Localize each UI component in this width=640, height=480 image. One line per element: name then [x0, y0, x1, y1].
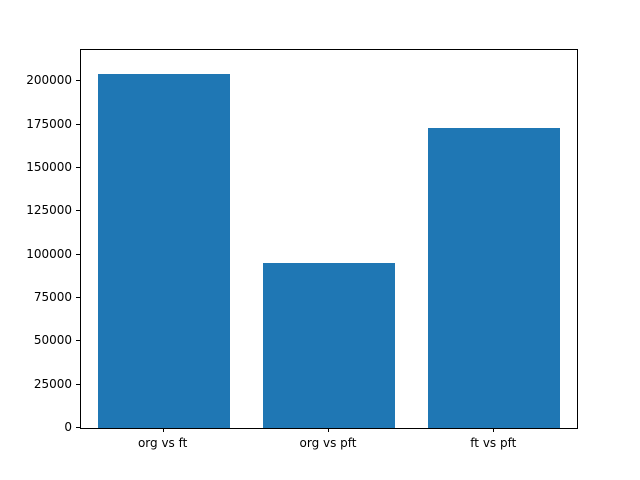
- x-tick-label: org vs pft: [299, 436, 357, 450]
- bar-org-vs-pft: [262, 263, 396, 428]
- x-tick-mark: [162, 428, 164, 432]
- x-tick-label: org vs ft: [137, 436, 188, 450]
- y-tick-label: 175000: [26, 116, 72, 131]
- y-tick-mark: [76, 427, 80, 428]
- y-tick-mark: [76, 383, 80, 385]
- y-tick-label: 25000: [33, 376, 72, 391]
- y-tick-mark: [76, 210, 80, 212]
- y-tick-label: 75000: [33, 289, 72, 304]
- y-tick-label: 50000: [33, 333, 72, 348]
- y-tick-label: 125000: [26, 203, 72, 218]
- x-tick-mark: [328, 428, 329, 432]
- y-tick-mark: [76, 296, 80, 298]
- y-tick-label: 100000: [26, 246, 72, 261]
- plot-area: [80, 49, 578, 429]
- x-tick-label: ft vs pft: [470, 436, 517, 450]
- bar-ft-vs-pft: [428, 128, 561, 428]
- y-tick-mark: [76, 123, 80, 125]
- y-tick-label: 0: [64, 420, 72, 434]
- y-tick-mark: [76, 80, 80, 82]
- bar-org-vs-ft: [97, 74, 230, 428]
- y-tick-label: 150000: [26, 159, 72, 174]
- y-tick-label: 200000: [26, 73, 72, 88]
- y-tick-mark: [76, 253, 80, 255]
- y-tick-mark: [76, 340, 80, 342]
- y-tick-mark: [76, 166, 80, 168]
- x-tick-mark: [493, 428, 495, 432]
